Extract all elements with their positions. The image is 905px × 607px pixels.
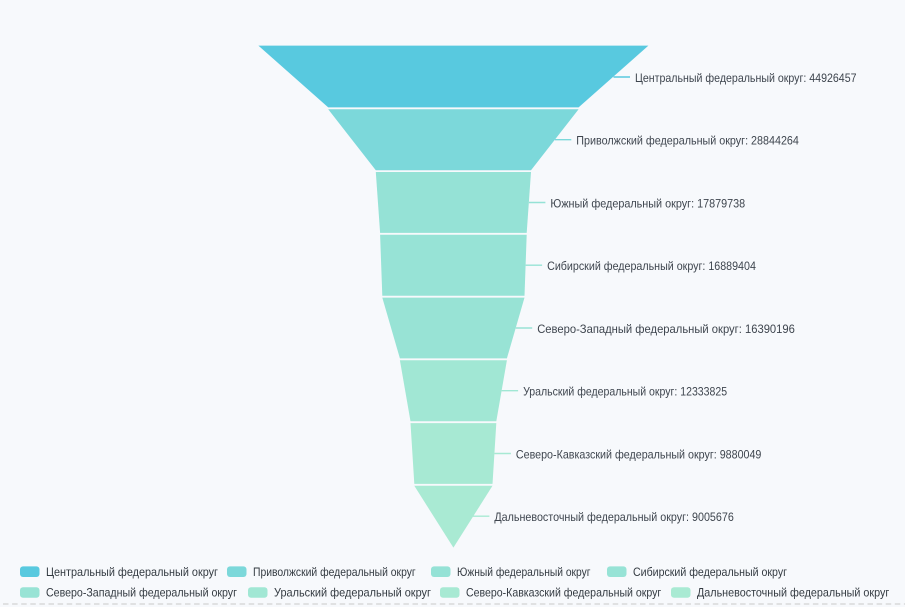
svg-text:Северо-Западный федеральный ок: Северо-Западный федеральный округ: 16390… bbox=[537, 322, 795, 336]
svg-text:Центральный федеральный округ: Центральный федеральный округ bbox=[46, 565, 219, 579]
svg-text:Центральный федеральный округ:: Центральный федеральный округ: 44926457 bbox=[635, 71, 857, 85]
svg-text:Уральский федеральный округ: Уральский федеральный округ bbox=[274, 586, 432, 600]
svg-text:Южный федеральный округ: Южный федеральный округ bbox=[457, 565, 591, 579]
svg-text:Приволжский федеральный округ: Приволжский федеральный округ bbox=[253, 565, 416, 579]
svg-text:Дальневосточный федеральный ок: Дальневосточный федеральный округ bbox=[697, 586, 890, 600]
svg-text:Северо-Кавказский федеральный: Северо-Кавказский федеральный округ bbox=[466, 586, 662, 600]
svg-text:Уральский федеральный округ: 1: Уральский федеральный округ: 12333825 bbox=[523, 385, 727, 399]
svg-text:Сибирский федеральный округ: 1: Сибирский федеральный округ: 16889404 bbox=[547, 259, 756, 273]
svg-text:Дальневосточный федеральный ок: Дальневосточный федеральный округ: 90056… bbox=[494, 510, 734, 524]
svg-text:Северо-Кавказский федеральный: Северо-Кавказский федеральный округ: 988… bbox=[516, 448, 762, 462]
svg-text:Приволжский федеральный округ:: Приволжский федеральный округ: 28844264 bbox=[576, 134, 799, 148]
svg-text:Северо-Западный федеральный ок: Северо-Западный федеральный округ bbox=[46, 586, 238, 600]
svg-text:Южный федеральный округ: 17879: Южный федеральный округ: 17879738 bbox=[550, 197, 745, 211]
svg-text:Сибирский федеральный округ: Сибирский федеральный округ bbox=[633, 565, 788, 579]
